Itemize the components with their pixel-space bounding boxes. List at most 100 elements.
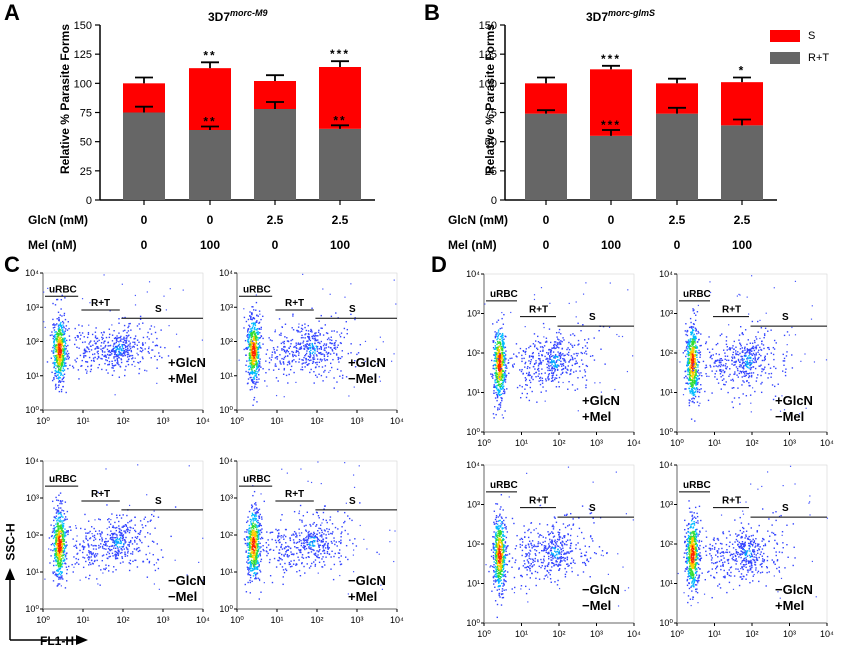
flow-event: [501, 339, 503, 342]
flow-event: [252, 527, 255, 530]
flow-event: [310, 525, 312, 527]
flow-event: [107, 345, 109, 347]
flow-event: [558, 359, 561, 361]
flow-event: [525, 350, 527, 353]
flow-event: [335, 541, 337, 543]
flow-event: [550, 353, 552, 356]
flow-event: [257, 356, 260, 358]
flow-event: [251, 532, 253, 534]
flow-event: [253, 378, 255, 380]
flow-event: [268, 561, 271, 564]
flow-event: [249, 318, 252, 320]
flow-event: [247, 567, 250, 569]
flow-event: [301, 328, 304, 330]
flow-event: [282, 361, 285, 364]
flow-event: [308, 556, 310, 558]
flow-event: [78, 331, 81, 334]
flow-event: [112, 348, 114, 350]
flow-event: [54, 556, 57, 558]
flow-event: [132, 341, 134, 343]
flow-event: [255, 341, 257, 343]
flow-event: [304, 323, 306, 325]
flow-event: [58, 365, 61, 368]
flow-event: [307, 480, 309, 482]
flow-event: [254, 556, 256, 559]
panel-letter-a: A: [4, 0, 20, 25]
flow-event: [90, 345, 92, 347]
flow-event: [60, 388, 63, 391]
flow-event: [88, 544, 90, 547]
flow-event: [116, 516, 118, 519]
flow-event: [298, 323, 300, 325]
flow-event: [120, 531, 122, 534]
flow-event: [64, 357, 66, 359]
flow-event: [327, 543, 329, 545]
flow-event: [53, 366, 55, 369]
flow-event: [548, 365, 550, 368]
flow-event: [552, 355, 554, 357]
flow-event: [130, 354, 132, 357]
flow-event: [100, 332, 103, 334]
flow-event: [257, 315, 260, 317]
flow-event: [147, 350, 149, 353]
flow-event: [492, 340, 494, 342]
flow-event: [252, 537, 255, 539]
flow-event: [553, 366, 556, 368]
flow-event: [250, 536, 253, 539]
flow-event: [356, 353, 358, 356]
flow-event: [564, 354, 566, 357]
flow-event: [105, 537, 107, 540]
flow-event: [339, 375, 341, 377]
flow-event: [341, 526, 343, 528]
flow-event: [66, 544, 68, 546]
flow-event: [118, 343, 121, 346]
flow-event: [326, 521, 328, 524]
flow-event: [296, 329, 299, 332]
flow-event: [250, 546, 253, 549]
flow-event: [57, 386, 60, 388]
flow-event: [314, 334, 316, 337]
flow-event: [64, 556, 67, 558]
flow-event: [63, 358, 65, 360]
flow-event: [76, 346, 78, 349]
flow-event: [49, 562, 51, 564]
flow-event: [57, 537, 60, 539]
flow-event: [59, 324, 62, 326]
flow-event: [500, 382, 503, 385]
flow-event: [304, 333, 306, 336]
flow-event: [539, 383, 542, 386]
flow-event: [138, 546, 140, 549]
flow-event: [63, 362, 66, 364]
flow-event: [112, 555, 114, 557]
flow-event: [107, 350, 110, 353]
flow-event: [496, 387, 498, 390]
flow-event: [347, 533, 349, 535]
flow-event: [68, 335, 71, 337]
flow-event: [309, 355, 312, 357]
flow-event: [55, 351, 57, 353]
flow-event: [122, 343, 124, 346]
flow-event: [107, 570, 110, 572]
flow-event: [312, 536, 314, 539]
flow-event: [305, 333, 307, 335]
flow-event: [98, 363, 101, 366]
flow-event: [134, 529, 136, 532]
flow-event: [149, 520, 152, 522]
flow-event: [60, 365, 63, 368]
flow-event: [287, 361, 289, 364]
flow-event: [253, 333, 256, 336]
flow-event: [255, 351, 257, 353]
flow-event: [250, 552, 253, 554]
flow-event: [539, 342, 542, 344]
flow-event: [112, 539, 115, 541]
flow-event: [298, 510, 301, 512]
flow-event: [311, 352, 314, 355]
flow-event: [294, 546, 296, 548]
flow-event: [523, 350, 525, 353]
flow-event: [252, 377, 254, 379]
flow-event: [319, 345, 322, 348]
flow-event: [58, 359, 60, 361]
flow-event: [83, 541, 85, 544]
flow-event: [139, 540, 142, 542]
